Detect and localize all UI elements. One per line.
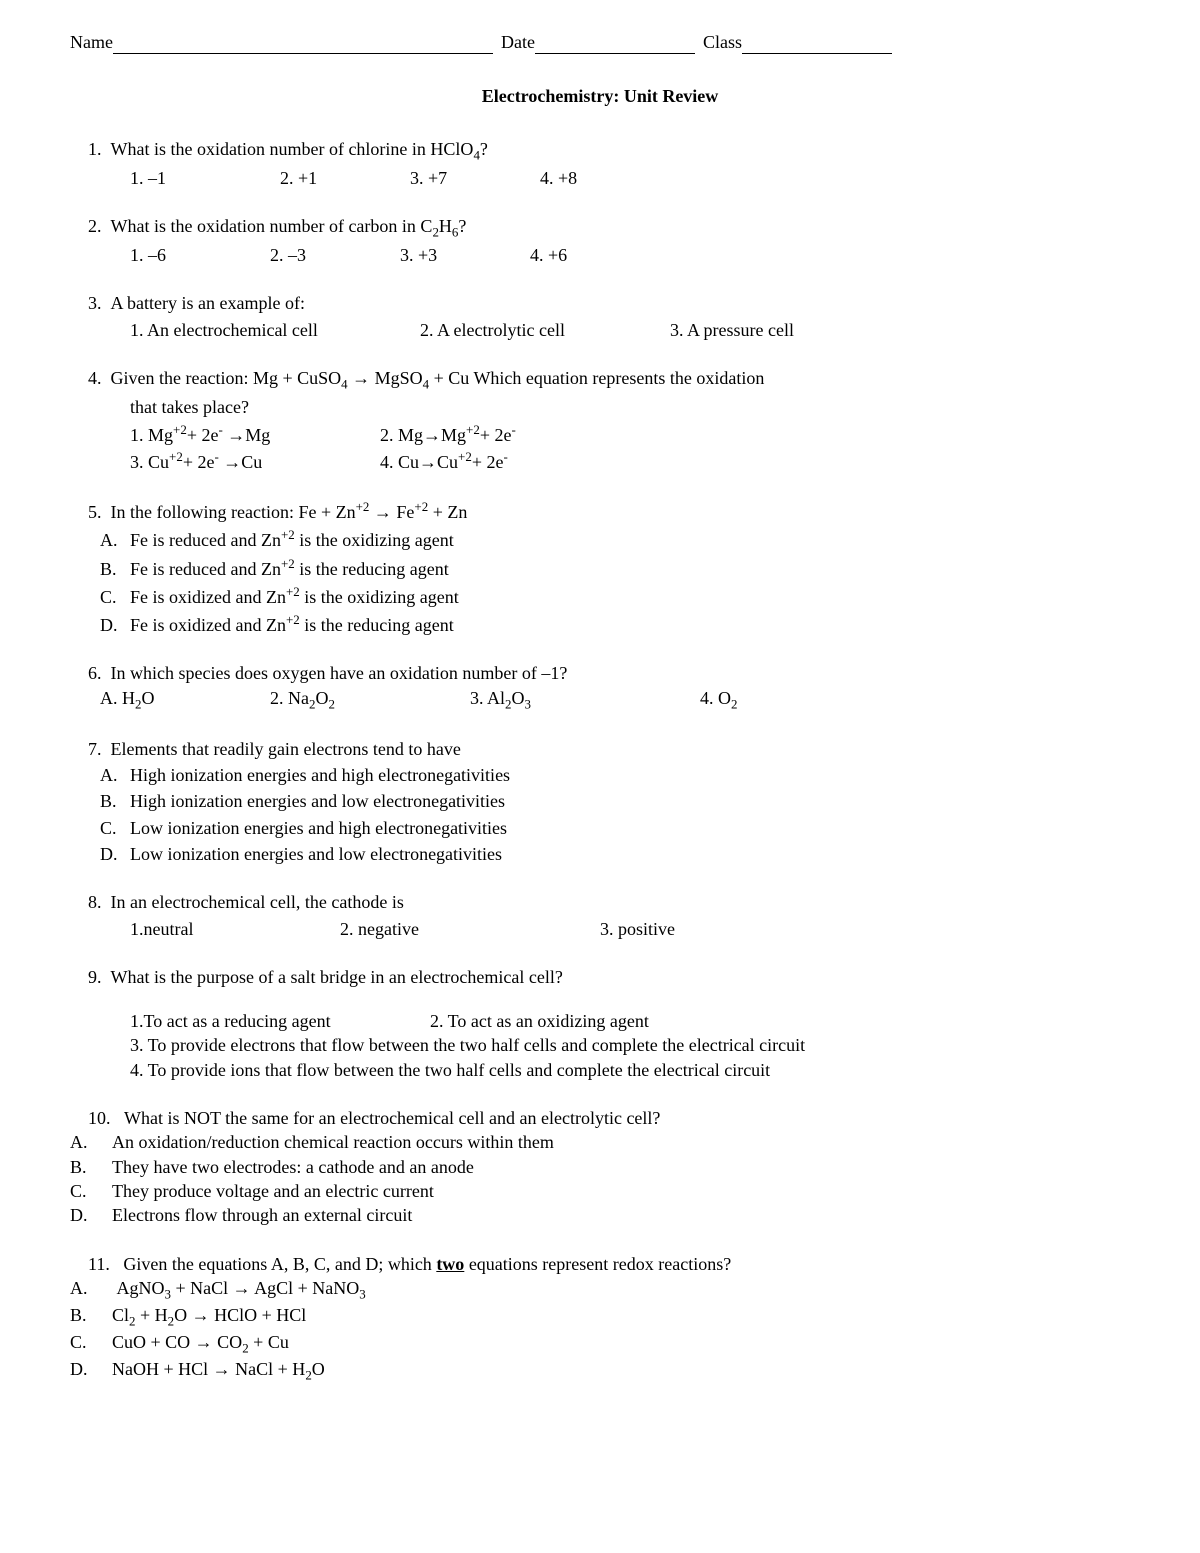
q1-stem: What is the oxidation number of chlorine…: [111, 139, 488, 159]
q7-num: 7.: [88, 739, 102, 759]
page-title: Electrochemistry: Unit Review: [70, 84, 1130, 108]
question-1: 1. What is the oxidation number of chlor…: [70, 137, 1130, 190]
q9-stem: What is the purpose of a salt bridge in …: [111, 967, 563, 987]
header-fields: Name Date Class: [70, 30, 1130, 54]
q7-optA: A.High ionization energies and high elec…: [100, 763, 1130, 787]
q5-stem: In the following reaction: Fe + Zn+2 → F…: [111, 502, 468, 522]
name-label: Name: [70, 30, 113, 54]
q4-opt2: 2. Mg → Mg+2 + 2e-: [380, 421, 516, 447]
question-10: 10. What is NOT the same for an electroc…: [88, 1106, 1130, 1227]
q11-num: 11.: [88, 1254, 110, 1274]
q8-num: 8.: [88, 892, 102, 912]
q9-opt1: 1.To act as a reducing agent: [130, 1009, 430, 1033]
q4-stem2: that takes place?: [130, 395, 1130, 419]
question-9: 9. What is the purpose of a salt bridge …: [70, 965, 1130, 1082]
q11-optC: C.CuO + CO → CO2 + Cu: [70, 1330, 1130, 1357]
date-blank[interactable]: [535, 34, 695, 55]
q5-optD: D.Fe is oxidized and Zn+2 is the reducin…: [100, 611, 1130, 637]
q4-opt4: 4. Cu → Cu +2 + 2e-: [380, 448, 508, 474]
q2-num: 2.: [88, 216, 102, 236]
q10-optA: A.An oxidation/reduction chemical reacti…: [70, 1130, 1130, 1154]
q10-optD: D.Electrons flow through an external cir…: [70, 1203, 1130, 1227]
question-7: 7. Elements that readily gain electrons …: [70, 737, 1130, 866]
q11-optD: D.NaOH + HCl → NaCl + H2O: [70, 1357, 1130, 1384]
q4-options: 1. Mg+2 + 2e- → Mg 2. Mg → Mg+2 + 2e- 3.…: [130, 421, 1130, 474]
q7-optC: C.Low ionization energies and high elect…: [100, 816, 1130, 840]
q10-num: 10.: [88, 1108, 111, 1128]
q8-opt3: 3. positive: [600, 917, 675, 941]
q2-opt4: 4. +6: [530, 243, 567, 267]
q6-stem: In which species does oxygen have an oxi…: [111, 663, 568, 683]
q8-opt1: 1.neutral: [130, 917, 340, 941]
q2-opt1: 1. –6: [130, 243, 270, 267]
question-6: 6. In which species does oxygen have an …: [70, 661, 1130, 712]
q2-opt2: 2. –3: [270, 243, 400, 267]
q6-optA: A. H2O: [100, 686, 270, 713]
q5-options: A.Fe is reduced and Zn+2 is the oxidizin…: [100, 526, 1130, 637]
q11-stem: Given the equations A, B, C, and D; whic…: [123, 1254, 731, 1274]
q5-optC: C.Fe is oxidized and Zn+2 is the oxidizi…: [100, 583, 1130, 609]
q1-opt4: 4. +8: [540, 166, 577, 190]
q4-num: 4.: [88, 368, 102, 388]
class-label: Class: [703, 30, 742, 54]
question-3: 3. A battery is an example of: 1. An ele…: [70, 291, 1130, 342]
q8-options: 1.neutral 2. negative 3. positive: [130, 917, 1130, 941]
q5-optA: A.Fe is reduced and Zn+2 is the oxidizin…: [100, 526, 1130, 552]
q9-options: 1.To act as a reducing agent 2. To act a…: [130, 1009, 1130, 1082]
q3-opt3: 3. A pressure cell: [670, 318, 794, 342]
q5-optB: B.Fe is reduced and Zn+2 is the reducing…: [100, 555, 1130, 581]
q7-optD: D.Low ionization energies and low electr…: [100, 842, 1130, 866]
question-5: 5. In the following reaction: Fe + Zn+2 …: [70, 498, 1130, 637]
question-11: 11. Given the equations A, B, C, and D; …: [88, 1252, 1130, 1385]
q8-stem: In an electrochemical cell, the cathode …: [111, 892, 404, 912]
date-label: Date: [501, 30, 535, 54]
q1-opt2: 2. +1: [280, 166, 410, 190]
q10-optB: B.They have two electrodes: a cathode an…: [70, 1155, 1130, 1179]
q5-num: 5.: [88, 502, 102, 522]
name-blank[interactable]: [113, 34, 493, 55]
q6-opt3: 3. Al2O3: [470, 686, 700, 713]
q6-options: A. H2O 2. Na2O2 3. Al2O3 4. O2: [100, 686, 1130, 713]
q7-stem: Elements that readily gain electrons ten…: [111, 739, 461, 759]
q2-options: 1. –6 2. –3 3. +3 4. +6: [130, 243, 1130, 267]
q4-opt1: 1. Mg+2 + 2e- → Mg: [130, 421, 380, 447]
questions: 1. What is the oxidation number of chlor…: [70, 137, 1130, 1385]
q1-opt1: 1. –1: [130, 166, 280, 190]
q4-stem: Given the reaction: Mg + CuSO4 → MgSO4 +…: [111, 368, 765, 388]
q11-optB: B.Cl2 + H2O → HClO + HCl: [70, 1303, 1130, 1330]
q9-num: 9.: [88, 967, 102, 987]
q4-opt3: 3. Cu+2 + 2e- → Cu: [130, 448, 380, 474]
q7-options: A.High ionization energies and high elec…: [100, 763, 1130, 866]
question-4: 4. Given the reaction: Mg + CuSO4 → MgSO…: [70, 366, 1130, 474]
question-8: 8. In an electrochemical cell, the catho…: [70, 890, 1130, 941]
q9-opt4: 4. To provide ions that flow between the…: [130, 1058, 1130, 1082]
question-2: 2. What is the oxidation number of carbo…: [70, 214, 1130, 267]
q6-opt2: 2. Na2O2: [270, 686, 470, 713]
q2-opt3: 3. +3: [400, 243, 530, 267]
q10-options: A.An oxidation/reduction chemical reacti…: [70, 1130, 1130, 1227]
class-blank[interactable]: [742, 34, 892, 55]
q10-optC: C.They produce voltage and an electric c…: [70, 1179, 1130, 1203]
q1-opt3: 3. +7: [410, 166, 540, 190]
q9-opt3: 3. To provide electrons that flow betwee…: [130, 1033, 1130, 1057]
q3-stem: A battery is an example of:: [111, 293, 305, 313]
q3-opt1: 1. An electrochemical cell: [130, 318, 420, 342]
q11-options: A. AgNO3 + NaCl → AgCl + NaNO3 B.Cl2 + H…: [70, 1276, 1130, 1384]
q10-stem: What is NOT the same for an electrochemi…: [124, 1108, 660, 1128]
q6-opt4: 4. O2: [700, 686, 737, 713]
q3-num: 3.: [88, 293, 102, 313]
q3-opt2: 2. A electrolytic cell: [420, 318, 670, 342]
q1-options: 1. –1 2. +1 3. +7 4. +8: [130, 166, 1130, 190]
q3-options: 1. An electrochemical cell 2. A electrol…: [130, 318, 1130, 342]
q8-opt2: 2. negative: [340, 917, 600, 941]
q6-num: 6.: [88, 663, 102, 683]
q11-optA: A. AgNO3 + NaCl → AgCl + NaNO3: [70, 1276, 1130, 1303]
q9-opt2: 2. To act as an oxidizing agent: [430, 1009, 649, 1033]
q7-optB: B.High ionization energies and low elect…: [100, 789, 1130, 813]
q1-num: 1.: [88, 139, 102, 159]
q2-stem: What is the oxidation number of carbon i…: [111, 216, 467, 236]
